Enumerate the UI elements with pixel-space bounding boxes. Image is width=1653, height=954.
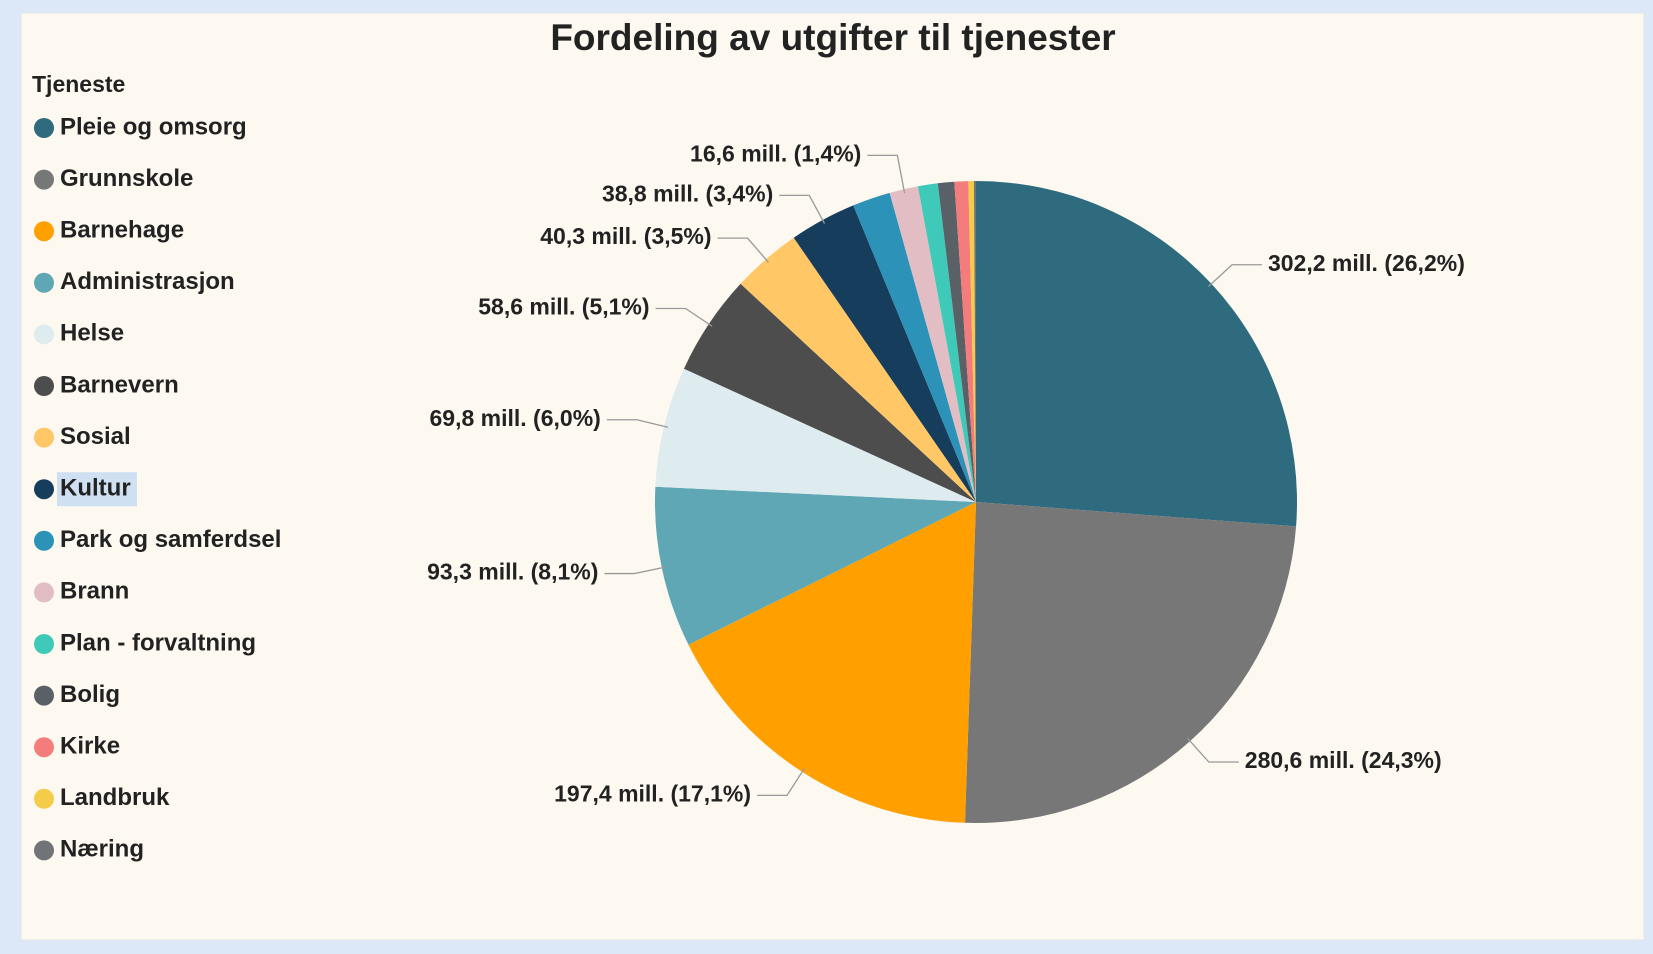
- data-label: 58,6 mill. (5,1%): [478, 294, 649, 320]
- legend-label[interactable]: Kirke: [60, 733, 120, 760]
- legend-label[interactable]: Pleie og omsorg: [60, 113, 247, 140]
- pie-slice: [655, 368, 976, 502]
- legend-label[interactable]: Barnevern: [60, 371, 179, 398]
- data-label: 40,3 mill. (3,5%): [540, 223, 711, 249]
- pie-slice: [976, 181, 1297, 527]
- pie-slice: [917, 183, 976, 503]
- pie-slice: [683, 283, 976, 502]
- legend-marker[interactable]: [34, 169, 54, 190]
- legend-label[interactable]: Administrasjon: [60, 268, 235, 295]
- legend-label[interactable]: Barnehage: [60, 217, 184, 244]
- legend-label[interactable]: Plan - forvaltning: [60, 629, 256, 656]
- leader-line: [717, 237, 769, 263]
- data-label: 280,6 mill. (24,3%): [1245, 747, 1442, 773]
- data-label: 302,2 mill. (26,2%): [1268, 250, 1465, 276]
- legend-label[interactable]: Grunnskole: [60, 165, 193, 192]
- pie-slice: [954, 181, 976, 502]
- leader-line: [655, 307, 713, 327]
- data-label: 16,6 mill. (1,4%): [690, 140, 861, 166]
- leader-line: [867, 154, 906, 194]
- legend-marker[interactable]: [34, 221, 54, 242]
- leader-line: [606, 419, 669, 428]
- pie-slice: [937, 181, 976, 502]
- legend-label[interactable]: Helse: [60, 320, 124, 347]
- data-label: 93,3 mill. (8,1%): [427, 559, 598, 585]
- legend-label[interactable]: Landbruk: [60, 784, 170, 811]
- legend-marker[interactable]: [34, 737, 54, 758]
- pie-slice: [688, 502, 976, 823]
- pie-slice: [793, 205, 976, 502]
- pie-slice: [964, 502, 1297, 824]
- data-label: 69,8 mill. (6,0%): [430, 405, 601, 431]
- legend-marker[interactable]: [34, 376, 54, 396]
- legend-label[interactable]: Kultur: [60, 475, 131, 502]
- chart-title: Fordeling av utgifter til tjenester: [550, 17, 1115, 58]
- pie-slice: [655, 486, 976, 645]
- legend-marker[interactable]: [34, 685, 54, 706]
- legend-label[interactable]: Park og samferdsel: [60, 526, 281, 553]
- legend-title: Tjeneste: [32, 71, 125, 97]
- pie-slice: [889, 186, 976, 502]
- legend-marker[interactable]: [34, 788, 54, 809]
- leader-line: [604, 566, 666, 575]
- data-label: 38,8 mill. (3,4%): [602, 180, 773, 206]
- pie-slice: [968, 181, 976, 502]
- legend-marker[interactable]: [34, 479, 54, 500]
- leader-line: [757, 768, 805, 797]
- data-label: 197,4 mill. (17,1%): [554, 780, 751, 806]
- legend-marker[interactable]: [34, 324, 54, 345]
- legend-marker[interactable]: [34, 582, 54, 603]
- legend-label[interactable]: Sosial: [60, 423, 131, 450]
- pie-slice: [740, 237, 976, 503]
- pie-slice: [973, 181, 976, 502]
- pie-slice: [853, 192, 976, 502]
- legend-marker[interactable]: [34, 634, 54, 654]
- legend-label[interactable]: Brann: [60, 578, 129, 605]
- leader-line: [1208, 264, 1262, 288]
- legend-label[interactable]: Bolig: [60, 681, 120, 708]
- legend-highlight: [57, 472, 137, 507]
- legend-marker[interactable]: [34, 427, 54, 448]
- leader-line: [779, 194, 826, 224]
- legend-marker[interactable]: [34, 530, 54, 551]
- legend-marker[interactable]: [34, 272, 54, 293]
- legend-label[interactable]: Næring: [60, 836, 144, 863]
- legend-marker[interactable]: [34, 118, 54, 138]
- leader-line: [1186, 737, 1239, 763]
- legend-marker[interactable]: [34, 840, 54, 861]
